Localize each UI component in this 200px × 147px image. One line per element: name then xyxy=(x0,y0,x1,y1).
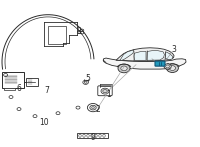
Circle shape xyxy=(84,81,87,83)
Ellipse shape xyxy=(99,134,101,137)
Ellipse shape xyxy=(87,134,89,137)
Circle shape xyxy=(80,29,84,32)
Circle shape xyxy=(90,105,96,110)
Circle shape xyxy=(87,103,99,112)
Polygon shape xyxy=(103,58,186,69)
Circle shape xyxy=(169,66,176,70)
FancyBboxPatch shape xyxy=(26,78,38,86)
Ellipse shape xyxy=(83,134,85,137)
Text: 3: 3 xyxy=(172,45,176,54)
Circle shape xyxy=(83,80,88,84)
Text: 10: 10 xyxy=(39,118,49,127)
FancyBboxPatch shape xyxy=(77,133,108,138)
Circle shape xyxy=(118,64,130,73)
Circle shape xyxy=(76,106,80,109)
Circle shape xyxy=(101,88,109,94)
Circle shape xyxy=(9,96,13,98)
Text: 1: 1 xyxy=(107,90,111,99)
Polygon shape xyxy=(120,50,134,60)
Circle shape xyxy=(166,65,170,68)
Circle shape xyxy=(92,107,94,109)
Circle shape xyxy=(56,112,60,115)
Ellipse shape xyxy=(79,134,81,137)
Text: 9: 9 xyxy=(91,133,95,142)
Text: 5: 5 xyxy=(86,74,90,83)
Polygon shape xyxy=(165,52,172,60)
Circle shape xyxy=(121,66,127,71)
Ellipse shape xyxy=(95,134,97,137)
Text: 7: 7 xyxy=(45,86,49,95)
Polygon shape xyxy=(134,51,146,60)
Text: 8: 8 xyxy=(77,27,81,36)
Circle shape xyxy=(17,108,21,111)
Circle shape xyxy=(4,74,8,76)
Ellipse shape xyxy=(91,134,93,137)
FancyBboxPatch shape xyxy=(4,88,15,90)
Polygon shape xyxy=(116,48,174,61)
Circle shape xyxy=(80,31,84,34)
Ellipse shape xyxy=(103,134,105,137)
Text: 4: 4 xyxy=(165,63,169,72)
Circle shape xyxy=(103,90,107,93)
Text: 2: 2 xyxy=(96,105,100,114)
Polygon shape xyxy=(147,51,164,60)
FancyBboxPatch shape xyxy=(2,72,24,88)
Circle shape xyxy=(164,64,171,69)
FancyBboxPatch shape xyxy=(98,86,112,96)
FancyBboxPatch shape xyxy=(155,61,165,66)
FancyBboxPatch shape xyxy=(48,26,66,44)
Circle shape xyxy=(166,64,178,72)
Text: 6: 6 xyxy=(17,84,21,93)
Circle shape xyxy=(33,115,37,118)
